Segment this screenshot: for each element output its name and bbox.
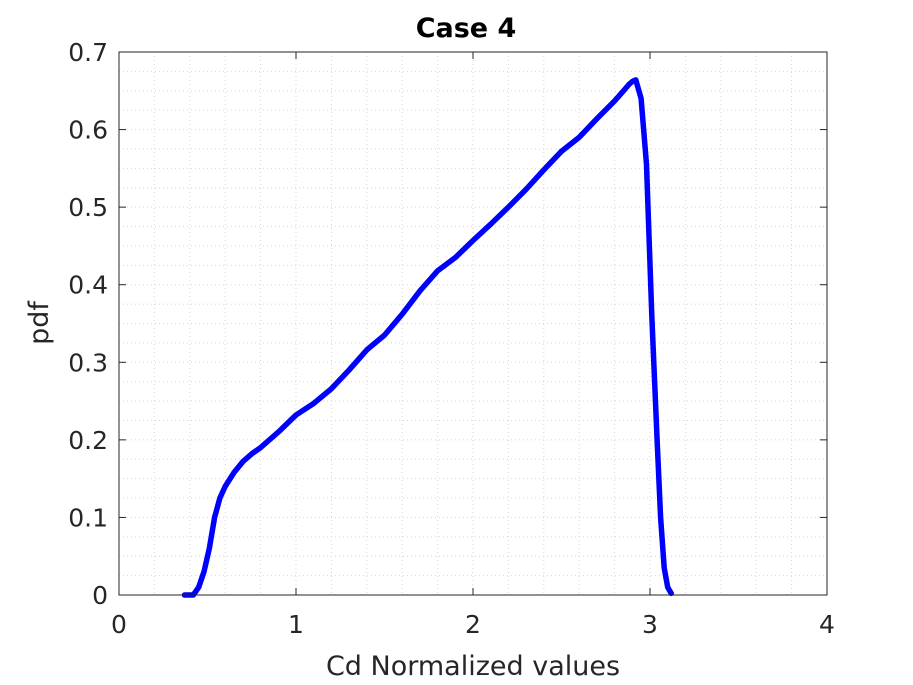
y-tick-label: 0 [92,581,108,610]
plot-area [119,52,827,595]
series-group [181,77,674,598]
x-tick-label: 4 [819,610,835,639]
y-tick-label: 0.3 [68,348,108,377]
pdf-line [181,77,674,598]
tick-marks [118,51,828,596]
x-axis-label: Cd Normalized values [326,651,620,682]
x-tick-label: 3 [642,610,658,639]
x-tick-label: 1 [288,610,304,639]
y-tick-labels: 0 0.1 0.2 0.3 0.4 0.5 0.6 0.7 [68,38,108,610]
y-tick-label: 0.5 [68,193,108,222]
x-tick-labels: 0 1 2 3 4 [111,610,835,639]
grid [119,52,827,595]
x-tick-label: 2 [465,610,481,639]
y-tick-label: 0.4 [68,271,108,300]
y-tick-label: 0.6 [68,116,108,145]
y-tick-label: 0.2 [68,426,108,455]
y-tick-label: 0.7 [68,38,108,67]
chart-title: Case 4 [416,13,517,44]
y-axis-label: pdf [24,300,55,345]
y-tick-label: 0.1 [68,503,108,532]
x-tick-label: 0 [111,610,127,639]
